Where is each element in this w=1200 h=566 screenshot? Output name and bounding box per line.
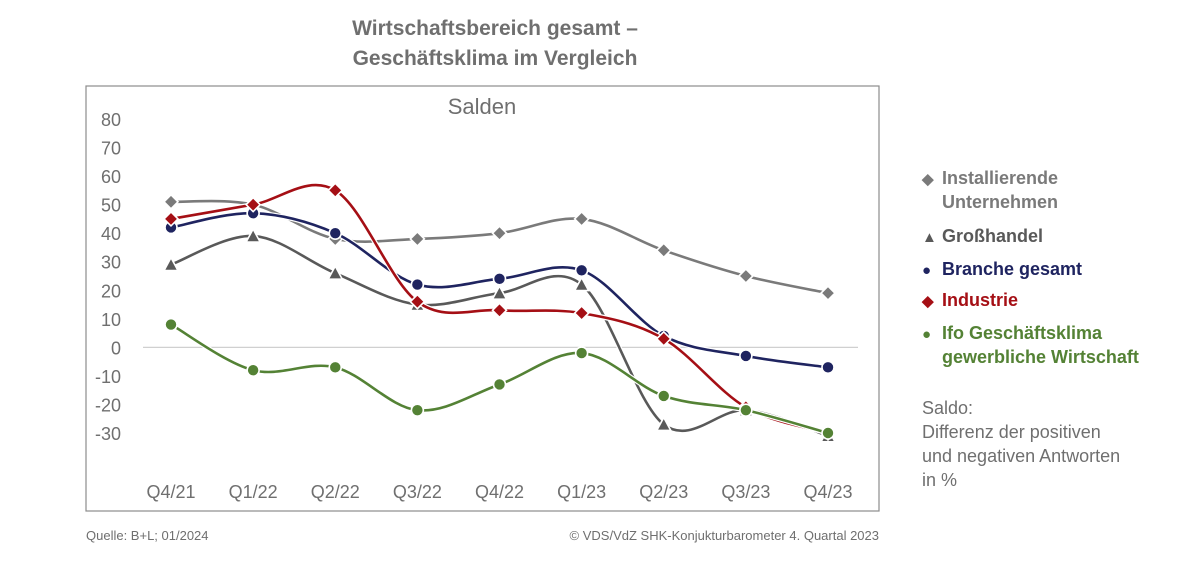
- series-3-point: [821, 360, 835, 375]
- legend-item-grosshandel: ▲ Großhandel: [922, 224, 1043, 248]
- series-1-point: [491, 225, 508, 242]
- y-tick-label: 50: [101, 196, 121, 216]
- legend-marker-diamond-icon: ◆: [922, 171, 934, 188]
- series-5-point: [164, 317, 178, 332]
- series-4-point: [409, 293, 426, 310]
- legend-item-industrie: ◆ Industrie: [922, 288, 1018, 312]
- y-tick-label: 40: [101, 224, 121, 244]
- legend-label: Branche gesamt: [942, 259, 1083, 279]
- y-tick-label: -30: [95, 424, 121, 444]
- series-5-point: [246, 363, 260, 378]
- chart-title: Wirtschaftsbereich gesamt – Geschäftskli…: [200, 14, 790, 74]
- y-tick-label: 10: [101, 310, 121, 330]
- series-4: [162, 182, 837, 442]
- series-2-point: [491, 284, 508, 300]
- legend-marker-circle-icon: ●: [922, 262, 932, 279]
- x-tick-label: Q4/21: [146, 482, 195, 502]
- copyright-note: © VDS/VdZ SHK-Konjukturbarometer 4. Quar…: [569, 528, 879, 543]
- y-axis-ticks: 80 70 60 50 40 30 20 10 0 -10 -20 -30: [95, 110, 121, 444]
- legend-item-installierende: ◆ Installierende Unternehmen: [922, 166, 1058, 214]
- y-tick-label: 0: [111, 338, 121, 358]
- y-tick-label: -20: [95, 395, 121, 415]
- y-tick-label: 30: [101, 253, 121, 273]
- series-5-point: [821, 426, 835, 440]
- series-5: [164, 317, 835, 440]
- legend-label: Großhandel: [942, 226, 1044, 246]
- note-line: und negativen Antworten: [922, 446, 1121, 466]
- series-1-point: [162, 193, 180, 210]
- series-2-point: [162, 255, 180, 272]
- series-2-point: [573, 275, 590, 292]
- series-4-point: [244, 196, 262, 213]
- series-5-point: [410, 403, 425, 417]
- legend-marker-triangle-icon: ▲: [922, 229, 937, 246]
- series-5-point: [492, 377, 507, 392]
- x-tick-label: Q1/23: [557, 482, 606, 502]
- series-3-point: [492, 272, 507, 286]
- series-5-point: [328, 360, 343, 375]
- series-1-point: [819, 284, 837, 302]
- series-2-point: [655, 415, 673, 432]
- legend-label-line-1: Installierende: [942, 168, 1059, 188]
- series-5-point: [574, 346, 589, 360]
- series-1-point: [655, 242, 672, 259]
- chart-title-line-1: Wirtschaftsbereich gesamt –: [352, 17, 638, 40]
- chart-title-line-2: Geschäftsklima im Vergleich: [352, 47, 638, 70]
- series-3-point: [328, 226, 343, 240]
- legend-label-line-1: Ifo Geschäftsklima: [942, 323, 1103, 343]
- note-line: in %: [922, 470, 958, 490]
- source-note: Quelle: B+L; 01/2024: [86, 528, 209, 543]
- x-axis-ticks: Q4/21 Q1/22 Q2/22 Q3/22 Q4/22 Q1/23 Q2/23 Q3/23…: [146, 482, 852, 502]
- x-tick-label: Q1/22: [229, 482, 278, 502]
- series-5-point: [739, 403, 753, 417]
- series-5-point: [656, 389, 671, 403]
- series-2-point: [326, 264, 344, 280]
- y-tick-label: 80: [101, 110, 121, 130]
- legend-label: Industrie: [942, 290, 1019, 310]
- series-2-line: [170, 234, 829, 438]
- series-2-point: [244, 227, 262, 243]
- x-tick-label: Q3/23: [721, 482, 770, 502]
- chart-subtitle: Salden: [448, 94, 517, 119]
- series-4-point: [655, 330, 672, 347]
- series-4-point: [327, 182, 344, 199]
- y-tick-label: 70: [101, 139, 121, 159]
- legend-marker-circle-icon: ●: [922, 326, 932, 343]
- series-2: [162, 227, 837, 443]
- x-tick-label: Q4/23: [803, 482, 852, 502]
- x-tick-label: Q3/22: [393, 482, 442, 502]
- note-line: Saldo:: [922, 398, 974, 418]
- x-tick-label: Q4/22: [475, 482, 524, 502]
- y-tick-label: -10: [95, 367, 121, 387]
- series-4-point: [491, 302, 508, 319]
- plot-frame: [85, 85, 880, 512]
- y-tick-label: 20: [101, 281, 121, 301]
- legend-item-branche-gesamt: ● Branche gesamt: [922, 257, 1082, 281]
- legend-marker-diamond-icon: ◆: [922, 293, 934, 310]
- saldo-note: Saldo: Differenz der positiven und negat…: [922, 396, 1120, 492]
- legend-label-line-2: Unternehmen: [942, 192, 1059, 212]
- x-tick-label: Q2/23: [639, 482, 688, 502]
- series-1-point: [573, 210, 590, 228]
- series-3-point: [574, 263, 589, 278]
- legend-label-line-2: gewerbliche Wirtschaft: [942, 347, 1139, 367]
- series-3-point: [410, 277, 425, 292]
- series-layer: [162, 182, 837, 443]
- series-4-point: [162, 210, 180, 228]
- series-1-point: [409, 230, 426, 248]
- legend-item-ifo: ● Ifo Geschäftsklima gewerbliche Wirtsch…: [922, 321, 1139, 369]
- note-line: Differenz der positiven: [922, 422, 1101, 442]
- series-1-point: [737, 267, 755, 285]
- y-tick-label: 60: [101, 167, 121, 187]
- series-4-point: [573, 304, 590, 322]
- series-3-point: [739, 349, 753, 363]
- x-tick-label: Q2/22: [311, 482, 360, 502]
